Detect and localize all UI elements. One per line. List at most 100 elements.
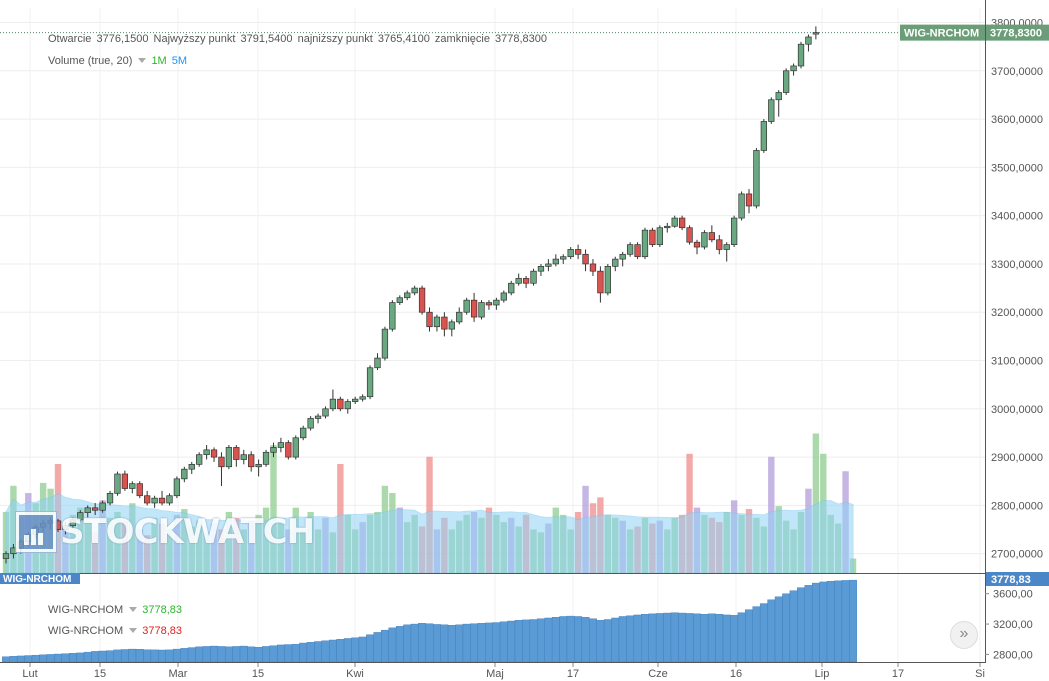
time-tick-label: Si (975, 668, 985, 680)
lower-area-bar (611, 617, 620, 663)
lower-area-bar (269, 645, 278, 663)
lower-area-bar (574, 616, 583, 663)
lower-area-bar (180, 648, 189, 663)
candle-body (285, 442, 292, 458)
price-tick-label: 3400,0000 (991, 211, 1043, 223)
lower-area-bar (210, 645, 218, 663)
candle-body (693, 241, 701, 248)
lower-area-bar (581, 617, 590, 663)
lower-area-bar (782, 593, 791, 663)
candle-body (634, 244, 641, 258)
lower-area-bar (54, 653, 62, 663)
dropdown-icon[interactable] (129, 607, 138, 612)
lower-area-bar (522, 619, 531, 663)
lower-area-bar (559, 616, 568, 663)
lower-area-bar (707, 613, 716, 663)
candle-body (114, 473, 121, 494)
time-tick-label: 16 (730, 668, 742, 680)
lower-area-bar (767, 599, 776, 663)
lower-area-bar (158, 649, 166, 663)
lower-area-bar (433, 624, 441, 663)
lower-area-bar (232, 646, 241, 663)
lower-area-bar (299, 642, 308, 663)
lower-area-bar (113, 649, 122, 663)
lower-area-bar (106, 650, 114, 663)
candle-body (181, 468, 188, 480)
candle-body (225, 447, 233, 468)
volume-bar (812, 433, 820, 573)
lower-area-bar (165, 649, 174, 663)
candle-body (775, 92, 782, 101)
candle-body (782, 70, 790, 93)
candle-body (151, 497, 158, 504)
candle-body (708, 232, 715, 241)
lower-legend-2[interactable]: WIG-NRCHOM 3778,83 (48, 625, 182, 637)
candle-body (314, 415, 322, 419)
lower-area-bar (685, 613, 694, 663)
lower-area-bar (358, 636, 367, 663)
lower-area-bar (395, 626, 404, 663)
lower-legend-1[interactable]: WIG-NRCHOM 3778,83 (48, 604, 182, 616)
candle-body (300, 427, 307, 439)
dropdown-icon[interactable] (129, 628, 138, 633)
lower-area-bar (670, 612, 679, 663)
lower-area-bar (16, 655, 25, 663)
candle-body (567, 249, 574, 258)
candle-body (448, 321, 455, 330)
lower-area-bar (150, 649, 159, 663)
volume-legend[interactable]: Volume (true, 20) 1M 5M (48, 55, 188, 67)
lower-area-bar (759, 603, 768, 663)
symbol-tag (900, 24, 985, 41)
lower-area-bar (195, 646, 204, 663)
lower-area-bar (224, 646, 233, 663)
candle-body (716, 239, 723, 250)
candle-body (344, 401, 351, 410)
candle-body (366, 367, 374, 398)
lower-tick-label: 3600,00 (993, 589, 1033, 601)
lower-area-bar (826, 580, 835, 663)
lower-area-bar (752, 606, 761, 663)
candle-body (522, 278, 530, 284)
lower-area-bar (329, 639, 337, 663)
lower-area-bar (68, 653, 77, 663)
candle-body (738, 193, 745, 219)
lower-area-bar (284, 644, 293, 663)
lower-area-bar (2, 656, 10, 663)
lower-area-bar (693, 613, 701, 663)
lower-area-bar (641, 613, 649, 663)
lower-area-bar (291, 643, 300, 663)
candle-body (210, 449, 218, 458)
lower-area-bar (804, 585, 813, 663)
lower-area-bar (46, 654, 55, 663)
lower-area-bar (366, 634, 374, 663)
lower-area-bar (410, 623, 419, 663)
candle-body (686, 227, 693, 243)
lower-area-bar (254, 647, 263, 663)
candle-body (277, 442, 285, 448)
dropdown-icon[interactable] (138, 58, 147, 63)
candle-body (723, 244, 730, 250)
lower-area-bar (343, 638, 352, 663)
candle-body (560, 256, 567, 260)
lower-area-bar (841, 580, 850, 663)
scroll-to-end-button[interactable]: » (950, 621, 978, 649)
lower-area-bar (83, 651, 92, 663)
price-axis: 3800,00003700,00003600,00003500,00003400… (0, 0, 1049, 663)
stockwatch-logo: STOCKWATCH (16, 512, 315, 552)
lower-tick-label: 3200,00 (993, 619, 1033, 631)
candle-body (493, 299, 500, 306)
candle-body (203, 449, 210, 456)
candle-body (619, 253, 626, 260)
lower-area-bar (239, 645, 248, 663)
lower-area-bar (262, 646, 270, 663)
lower-symbol-tag (0, 573, 80, 584)
lower-area-bar (544, 617, 553, 663)
lower-area-bar (663, 612, 672, 663)
lower-area-bar (425, 623, 434, 663)
candle-body (604, 266, 611, 294)
time-tick-label: 15 (252, 668, 264, 680)
candle-body (537, 266, 545, 272)
candle-body (626, 244, 634, 255)
candle-body (374, 357, 381, 369)
